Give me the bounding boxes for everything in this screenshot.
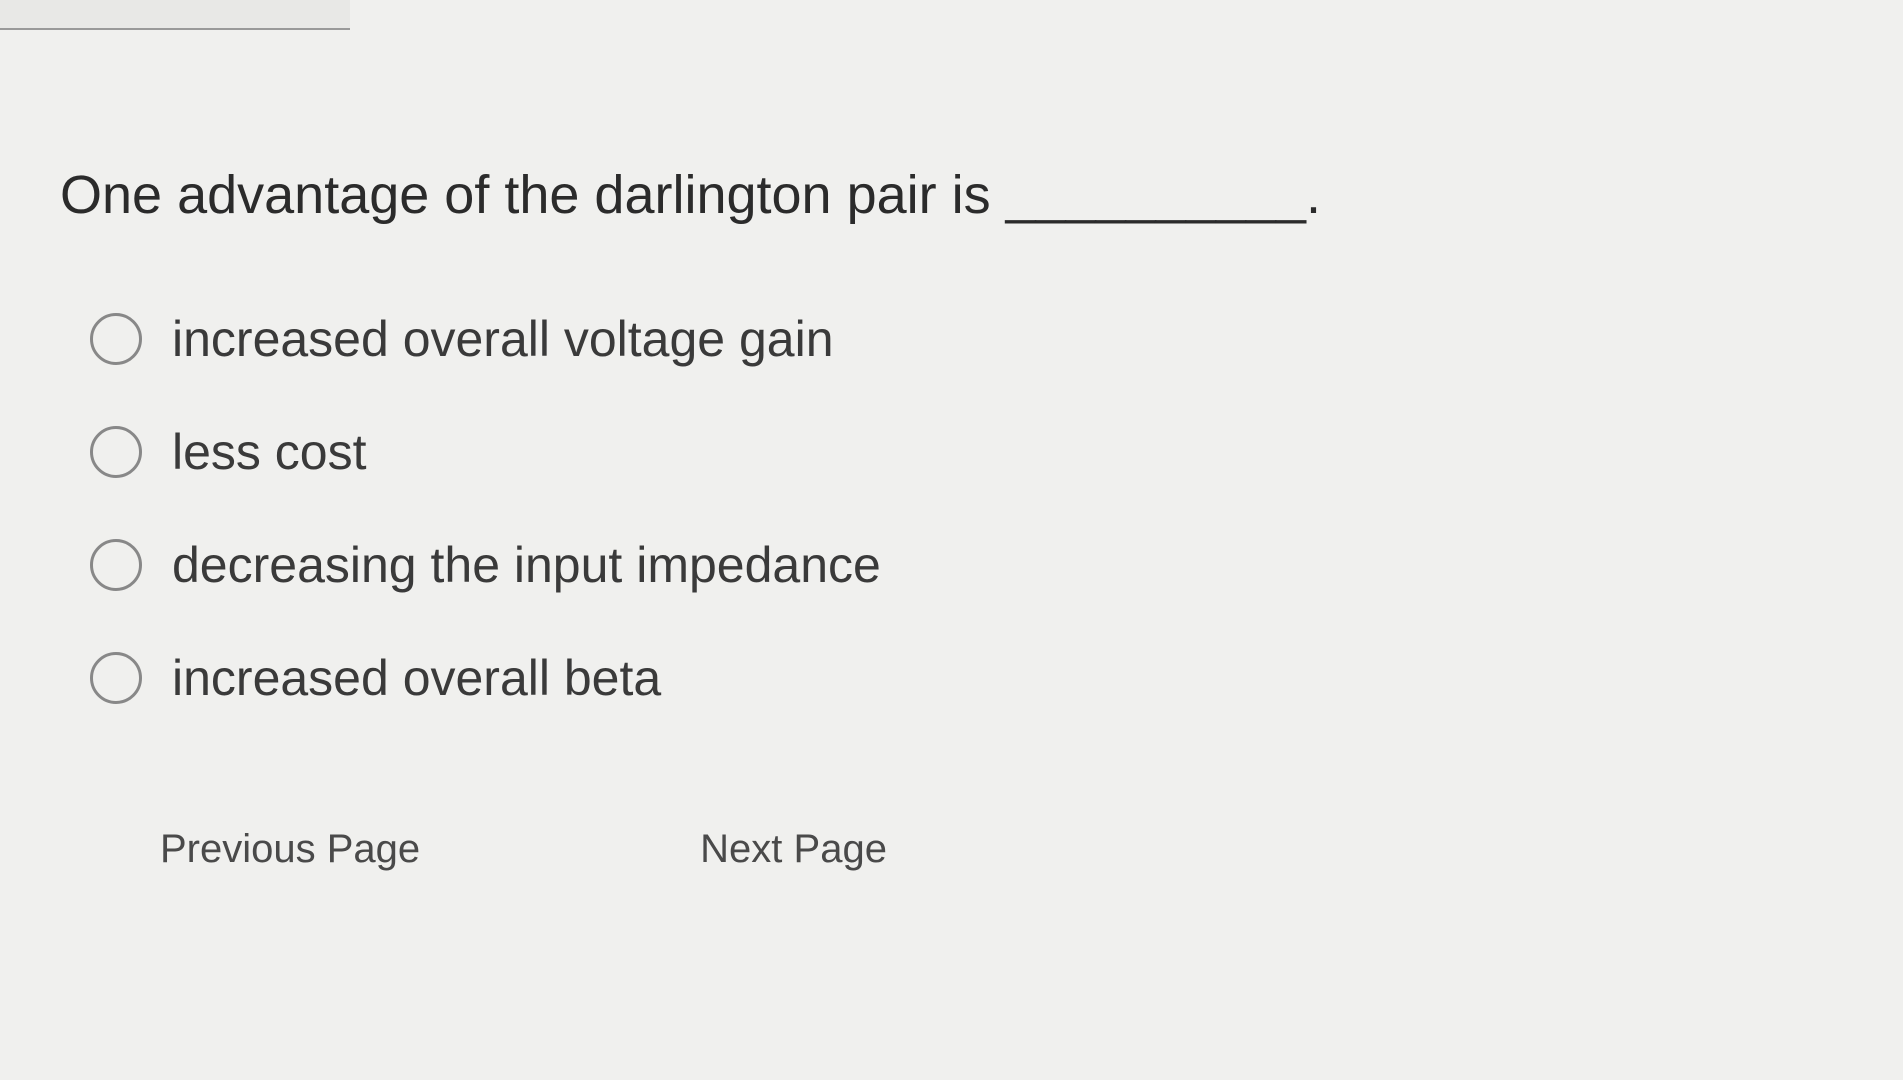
option-label: increased overall beta: [172, 649, 661, 707]
radio-icon[interactable]: [90, 539, 142, 591]
navigation-buttons: Previous Page Next Page: [60, 827, 1863, 872]
question-container: One advantage of the darlington pair is …: [40, 160, 1863, 872]
option-4[interactable]: increased overall beta: [90, 649, 1863, 707]
radio-icon[interactable]: [90, 313, 142, 365]
radio-icon[interactable]: [90, 426, 142, 478]
option-label: decreasing the input impedance: [172, 536, 881, 594]
option-1[interactable]: increased overall voltage gain: [90, 310, 1863, 368]
option-label: increased overall voltage gain: [172, 310, 834, 368]
radio-icon[interactable]: [90, 652, 142, 704]
previous-page-button[interactable]: Previous Page: [160, 827, 420, 872]
toolbar-fragment: [0, 0, 350, 30]
option-3[interactable]: decreasing the input impedance: [90, 536, 1863, 594]
option-2[interactable]: less cost: [90, 423, 1863, 481]
options-list: increased overall voltage gain less cost…: [60, 310, 1863, 707]
next-page-button[interactable]: Next Page: [700, 827, 887, 872]
question-text: One advantage of the darlington pair is …: [60, 160, 1863, 230]
option-label: less cost: [172, 423, 367, 481]
